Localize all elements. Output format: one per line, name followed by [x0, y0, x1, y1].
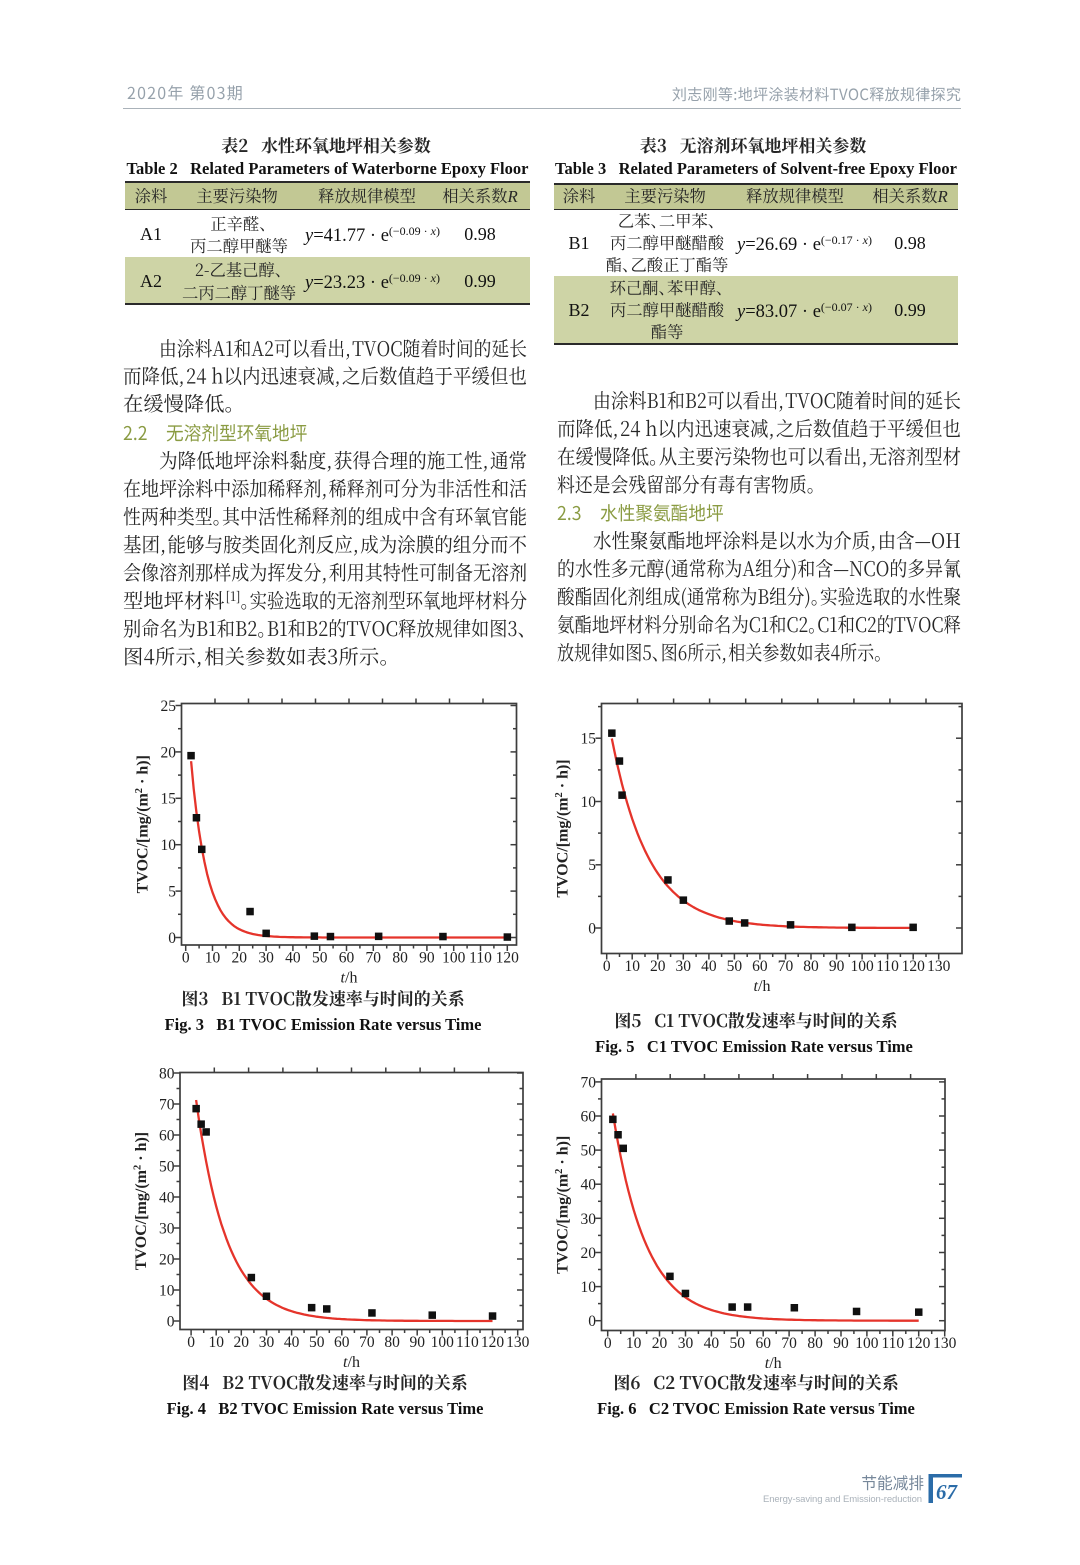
svg-text:10: 10	[624, 958, 640, 975]
svg-text:50: 50	[312, 950, 328, 967]
svg-text:20: 20	[159, 1251, 175, 1268]
svg-text:10: 10	[581, 1279, 597, 1296]
svg-text:60: 60	[159, 1127, 175, 1144]
svg-text:100: 100	[442, 950, 466, 967]
svg-text:t/h: t/h	[341, 970, 358, 987]
svg-text:130: 130	[927, 958, 951, 975]
svg-text:TVOC/[mg/(m2 · h)]: TVOC/[mg/(m2 · h)]	[134, 755, 152, 893]
svg-text:10: 10	[626, 1335, 642, 1352]
svg-text:0: 0	[168, 930, 176, 947]
svg-text:10: 10	[161, 837, 177, 854]
svg-text:10: 10	[581, 794, 597, 811]
svg-text:120: 120	[907, 1335, 931, 1352]
svg-text:t/h: t/h	[343, 1354, 360, 1371]
svg-text:TVOC/[mg/(m2 · h)]: TVOC/[mg/(m2 · h)]	[133, 1132, 151, 1270]
svg-text:90: 90	[829, 958, 845, 975]
svg-text:20: 20	[652, 1335, 668, 1352]
svg-text:100: 100	[850, 958, 874, 975]
svg-text:60: 60	[334, 1334, 350, 1351]
svg-text:5: 5	[168, 884, 176, 901]
svg-text:15: 15	[581, 731, 597, 748]
svg-text:t/h: t/h	[754, 978, 771, 995]
svg-text:100: 100	[431, 1334, 455, 1351]
svg-text:20: 20	[161, 744, 177, 761]
svg-text:10: 10	[205, 950, 221, 967]
svg-text:90: 90	[409, 1334, 425, 1351]
svg-text:30: 30	[258, 950, 274, 967]
svg-text:30: 30	[581, 1211, 597, 1228]
svg-text:30: 30	[259, 1334, 275, 1351]
svg-text:30: 30	[676, 958, 692, 975]
svg-text:50: 50	[730, 1335, 746, 1352]
svg-text:60: 60	[581, 1108, 597, 1125]
svg-text:50: 50	[581, 1143, 597, 1160]
svg-text:110: 110	[876, 958, 899, 975]
svg-text:0: 0	[187, 1334, 195, 1351]
svg-text:80: 80	[807, 1335, 823, 1352]
svg-text:TVOC/[mg/(m2 · h)]: TVOC/[mg/(m2 · h)]	[554, 1136, 572, 1274]
svg-text:110: 110	[456, 1334, 479, 1351]
svg-text:0: 0	[603, 958, 611, 975]
svg-text:10: 10	[159, 1282, 175, 1299]
svg-text:0: 0	[182, 950, 190, 967]
svg-text:20: 20	[581, 1245, 597, 1262]
svg-text:15: 15	[161, 791, 177, 808]
svg-text:40: 40	[704, 1335, 720, 1352]
svg-text:60: 60	[755, 1335, 771, 1352]
svg-text:50: 50	[727, 958, 743, 975]
svg-text:70: 70	[581, 1074, 597, 1091]
svg-text:80: 80	[159, 1065, 175, 1082]
svg-text:20: 20	[234, 1334, 250, 1351]
svg-text:0: 0	[588, 920, 596, 937]
svg-text:70: 70	[159, 1096, 175, 1113]
svg-text:0: 0	[588, 1313, 596, 1330]
svg-text:70: 70	[366, 950, 382, 967]
svg-text:50: 50	[309, 1334, 325, 1351]
svg-text:90: 90	[419, 950, 435, 967]
svg-text:100: 100	[855, 1335, 879, 1352]
svg-text:70: 70	[778, 958, 794, 975]
svg-text:0: 0	[167, 1313, 175, 1330]
svg-text:60: 60	[339, 950, 355, 967]
svg-text:10: 10	[208, 1334, 224, 1351]
svg-text:130: 130	[506, 1334, 530, 1351]
svg-text:110: 110	[469, 950, 492, 967]
svg-text:0: 0	[604, 1335, 612, 1352]
svg-text:30: 30	[678, 1335, 694, 1352]
svg-text:110: 110	[881, 1335, 904, 1352]
svg-text:20: 20	[232, 950, 248, 967]
svg-text:70: 70	[781, 1335, 797, 1352]
svg-text:40: 40	[581, 1177, 597, 1194]
svg-text:20: 20	[650, 958, 666, 975]
svg-text:60: 60	[752, 958, 768, 975]
svg-text:5: 5	[588, 857, 596, 874]
svg-text:130: 130	[933, 1335, 957, 1352]
svg-text:80: 80	[384, 1334, 400, 1351]
svg-text:80: 80	[392, 950, 408, 967]
svg-text:120: 120	[496, 950, 520, 967]
svg-text:30: 30	[159, 1220, 175, 1237]
svg-text:50: 50	[159, 1158, 175, 1175]
svg-text:120: 120	[902, 958, 926, 975]
svg-text:120: 120	[481, 1334, 505, 1351]
svg-text:40: 40	[284, 1334, 300, 1351]
svg-text:40: 40	[159, 1189, 175, 1206]
svg-text:90: 90	[833, 1335, 849, 1352]
svg-text:40: 40	[285, 950, 301, 967]
svg-text:70: 70	[359, 1334, 375, 1351]
svg-text:25: 25	[161, 698, 177, 715]
svg-text:t/h: t/h	[765, 1355, 782, 1372]
svg-text:80: 80	[803, 958, 819, 975]
svg-text:40: 40	[701, 958, 717, 975]
svg-text:TVOC/[mg/(m2 · h)]: TVOC/[mg/(m2 · h)]	[554, 759, 572, 897]
